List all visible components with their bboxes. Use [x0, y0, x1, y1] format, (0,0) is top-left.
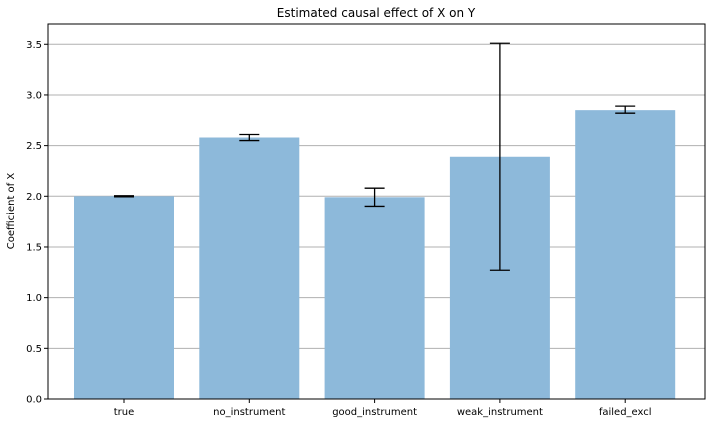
- y-tick-label: 1.5: [26, 242, 42, 253]
- x-tick-label: good_instrument: [332, 407, 417, 418]
- bar-failed-excl: [575, 110, 676, 399]
- bar-good-instrument: [324, 197, 425, 399]
- bar-no-instrument: [199, 137, 300, 399]
- y-tick-label: 3.0: [26, 90, 42, 101]
- axes: [44, 23, 706, 403]
- bars: [74, 110, 676, 399]
- x-tick-label: no_instrument: [213, 407, 285, 418]
- y-tick-label: 0.0: [26, 395, 42, 406]
- plot-frame: [47, 23, 706, 400]
- x-tick-label: failed_excl: [599, 407, 652, 418]
- error-bar-weak-instrument: [489, 42, 510, 271]
- y-tick-label: 2.0: [26, 192, 42, 203]
- error-bar-true: [114, 195, 134, 198]
- y-tick-label: 0.5: [26, 344, 42, 355]
- error-bar-failed-excl: [615, 105, 636, 114]
- x-tick-label: weak_instrument: [457, 407, 543, 418]
- bar-true: [74, 196, 174, 399]
- x-tick-label: true: [114, 407, 135, 418]
- error-bars: [114, 42, 636, 271]
- y-tick-label: 1.0: [26, 293, 42, 304]
- chart-title: Estimated causal effect of X on Y: [277, 6, 476, 20]
- error-bar-good-instrument: [364, 187, 385, 208]
- tick-labels: 0.0 0.5 1.0 1.5 2.0 2.5 3.0 3.5 true no_instrumen…: [26, 40, 651, 418]
- error-bar-no-instrument: [239, 133, 260, 142]
- y-tick-label: 3.5: [26, 40, 42, 51]
- y-tick-label: 2.5: [26, 141, 42, 152]
- y-axis-title: Coefficient of X: [6, 173, 17, 250]
